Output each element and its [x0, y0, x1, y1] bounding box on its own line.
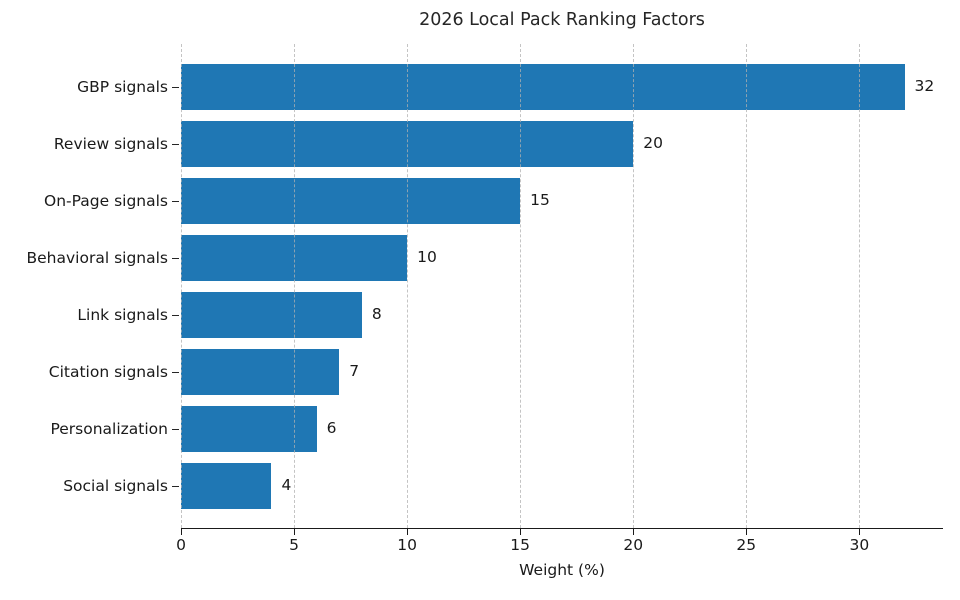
x-tick-mark [520, 529, 522, 535]
bar-row: Link signals 8 [77, 286, 943, 343]
bar-row: GBP signals 32 [77, 58, 943, 115]
category-label: Citation signals [48, 362, 168, 381]
bar [181, 234, 408, 281]
bar-row: Social signals 4 [63, 457, 943, 514]
x-tick-mark [181, 529, 182, 535]
category-label: Behavioral signals [26, 248, 168, 267]
bar [181, 291, 362, 338]
category-label: Social signals [63, 476, 168, 495]
value-label: 8 [371, 304, 382, 323]
x-tick-label: 30 [849, 536, 870, 554]
chart-title: 2026 Local Pack Ranking Factors [419, 10, 705, 30]
value-label: 32 [914, 76, 935, 95]
plot-area: GBP signals 32 Review signals 20 On-Page sig… [27, 44, 943, 553]
y-tick-mark [172, 371, 179, 373]
bar [181, 63, 905, 110]
bar [181, 348, 340, 395]
y-tick-mark [172, 200, 179, 202]
bars-container: GBP signals 32 Review signals 20 On-Page sig… [27, 44, 943, 528]
value-label: 20 [643, 133, 663, 152]
value-label: 7 [349, 361, 360, 380]
x-tick-mark [859, 529, 861, 535]
category-label: Link signals [77, 305, 168, 324]
x-tick-mark [407, 529, 409, 535]
bar-row: On-Page signals 15 [44, 172, 943, 229]
x-tick-label: 5 [289, 536, 299, 554]
category-label: Personalization [50, 419, 168, 438]
category-label: GBP signals [77, 77, 168, 96]
value-label: 4 [281, 475, 292, 494]
y-tick-mark [172, 86, 179, 88]
x-tick-label: 15 [510, 536, 531, 554]
bar [181, 462, 272, 509]
y-tick-mark [172, 314, 179, 316]
bar-row: Behavioral signals 10 [27, 229, 943, 286]
category-label: Review signals [53, 134, 168, 153]
bar-row: Review signals 20 [54, 115, 943, 172]
x-axis-spine [181, 528, 943, 529]
category-label: On-Page signals [44, 191, 168, 210]
x-tick-label: 0 [176, 536, 186, 554]
value-label: 6 [326, 418, 337, 437]
bar-row: Citation signals 7 [49, 343, 943, 400]
x-tick-label: 10 [397, 536, 417, 554]
y-tick-mark [172, 257, 179, 259]
x-tick-label: 20 [623, 536, 644, 554]
x-tick-mark [633, 529, 635, 535]
x-tick-label: 25 [736, 536, 757, 554]
y-tick-mark [172, 143, 179, 145]
x-tick-mark [746, 529, 748, 535]
y-tick-mark [172, 428, 179, 430]
bar [181, 120, 634, 167]
value-label: 15 [530, 190, 550, 209]
y-tick-mark [172, 485, 179, 487]
bar [181, 405, 317, 452]
bar [181, 177, 521, 224]
x-axis-label: Weight (%) [519, 561, 605, 579]
bar-row: Personalization 6 [50, 400, 943, 457]
value-label: 10 [417, 247, 437, 266]
x-tick-mark [294, 529, 296, 535]
